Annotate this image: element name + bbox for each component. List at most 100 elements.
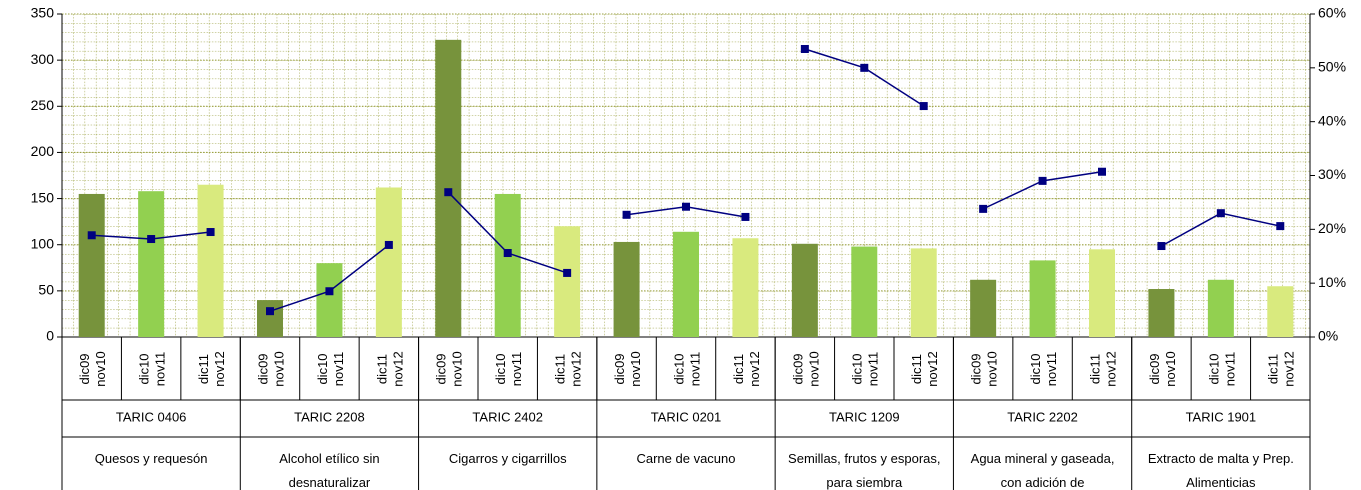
group-name: Semillas, frutos y esporas, para siembra	[788, 451, 940, 490]
group-name-line: Cigarros y cigarrillos	[449, 451, 567, 466]
bar	[375, 187, 402, 337]
bar	[78, 193, 105, 337]
line-marker	[622, 210, 631, 219]
line-marker	[444, 188, 453, 197]
y2-tick-label: 20%	[1318, 220, 1346, 236]
bar	[197, 184, 224, 337]
x-tick-label: dic09	[255, 353, 270, 384]
bar	[791, 243, 818, 337]
y-tick-label: 0	[46, 328, 54, 344]
y-tick-label: 150	[31, 189, 55, 205]
bar	[554, 226, 581, 337]
x-tick-label: nov11	[1222, 352, 1237, 386]
x-tick-label: dic09	[434, 353, 449, 384]
y-tick-label: 250	[31, 97, 55, 113]
bar	[1207, 279, 1234, 337]
line-marker	[1276, 222, 1285, 231]
x-tick-label: dic10	[850, 353, 865, 384]
y2-tick-label: 10%	[1318, 274, 1346, 290]
line-marker	[1038, 176, 1047, 185]
x-tick-label: dic10	[1206, 353, 1221, 384]
x-tick-label: dic11	[731, 354, 746, 384]
x-tick-label: dic11	[909, 354, 924, 384]
line-marker	[1157, 242, 1166, 251]
line-marker	[741, 212, 750, 221]
x-tick-label: nov11	[153, 352, 168, 386]
x-tick-label: nov10	[1163, 351, 1178, 386]
line-marker	[266, 307, 274, 316]
x-tick-label: nov12	[212, 351, 227, 386]
x-tick-label: dic09	[969, 353, 984, 384]
y-tick-label: 100	[31, 235, 55, 251]
x-tick-label: nov10	[806, 351, 821, 386]
line-marker	[325, 287, 334, 296]
bar	[613, 241, 640, 337]
x-tick-label: dic11	[1087, 354, 1102, 384]
group-code: TARIC 2202	[1007, 409, 1078, 424]
bar	[1089, 249, 1115, 337]
y-tick-label: 200	[31, 143, 55, 159]
x-tick-label: dic11	[1266, 354, 1281, 384]
group-name: Carne de vacuno	[636, 451, 735, 466]
x-tick-label: nov12	[1282, 351, 1297, 386]
bar	[851, 246, 878, 337]
x-tick-label: dic10	[1028, 353, 1043, 384]
x-tick-label: dic09	[790, 353, 805, 384]
group-name: Quesos y requesón	[95, 451, 208, 466]
x-tick-label: dic11	[374, 354, 389, 384]
x-tick-label: dic11	[196, 354, 211, 384]
line-marker	[503, 249, 512, 258]
line-marker	[1216, 209, 1225, 218]
line-marker	[919, 102, 928, 111]
x-tick-label: nov12	[1103, 351, 1118, 386]
x-tick-label: dic11	[553, 354, 568, 384]
x-tick-label: nov12	[747, 351, 762, 386]
group-name-line: Quesos y requesón	[95, 451, 208, 466]
y-tick-label: 350	[31, 5, 55, 21]
line-marker	[979, 204, 988, 213]
group-code: TARIC 0201	[651, 409, 722, 424]
line-marker	[563, 268, 572, 277]
bar	[910, 248, 937, 337]
group-code: TARIC 1901	[1186, 409, 1257, 424]
bar	[1029, 260, 1056, 337]
bar	[1148, 289, 1175, 337]
y2-tick-label: 0%	[1318, 328, 1338, 344]
group-name: Cigarros y cigarrillos	[449, 451, 567, 466]
group-name: Agua mineral y gaseada, con adición de	[971, 451, 1115, 490]
line-marker	[206, 228, 215, 237]
x-tick-label: nov11	[509, 352, 524, 386]
group-name-line: para siembra	[826, 475, 903, 490]
group-code: TARIC 2402	[472, 409, 543, 424]
line-marker	[147, 235, 156, 244]
x-tick-label: dic09	[1147, 353, 1162, 384]
line-marker	[800, 44, 809, 53]
line-marker	[860, 63, 869, 72]
bar	[494, 193, 521, 337]
bar	[257, 300, 283, 337]
group-name-line: Carne de vacuno	[636, 451, 735, 466]
group-name-line: desnaturalizar	[289, 475, 371, 490]
x-tick-label: dic10	[671, 353, 686, 384]
group-name: Extracto de malta y Prep. Alimenticias	[1148, 451, 1294, 490]
line-marker	[1098, 167, 1106, 176]
group-name: Alcohol etílico sin desnaturalizar	[279, 451, 379, 490]
line-marker	[384, 240, 393, 249]
group-name-line: Agua mineral y gaseada,	[971, 451, 1115, 466]
y2-tick-label: 50%	[1318, 59, 1346, 75]
y2-tick-label: 60%	[1318, 5, 1346, 21]
x-tick-label: dic09	[612, 353, 627, 384]
x-tick-label: dic09	[77, 353, 92, 384]
x-tick-label: nov11	[687, 352, 702, 386]
x-tick-label: nov12	[390, 351, 405, 386]
line-marker	[87, 231, 96, 240]
x-tick-label: nov10	[985, 351, 1000, 386]
x-tick-label: nov10	[93, 351, 108, 386]
group-name-line: Alcohol etílico sin	[279, 451, 379, 466]
group-code: TARIC 1209	[829, 409, 900, 424]
group-name-line: Semillas, frutos y esporas,	[788, 451, 940, 466]
y2-tick-label: 40%	[1318, 112, 1346, 128]
bar	[1267, 286, 1294, 337]
group-name-line: Alimenticias	[1186, 475, 1256, 490]
